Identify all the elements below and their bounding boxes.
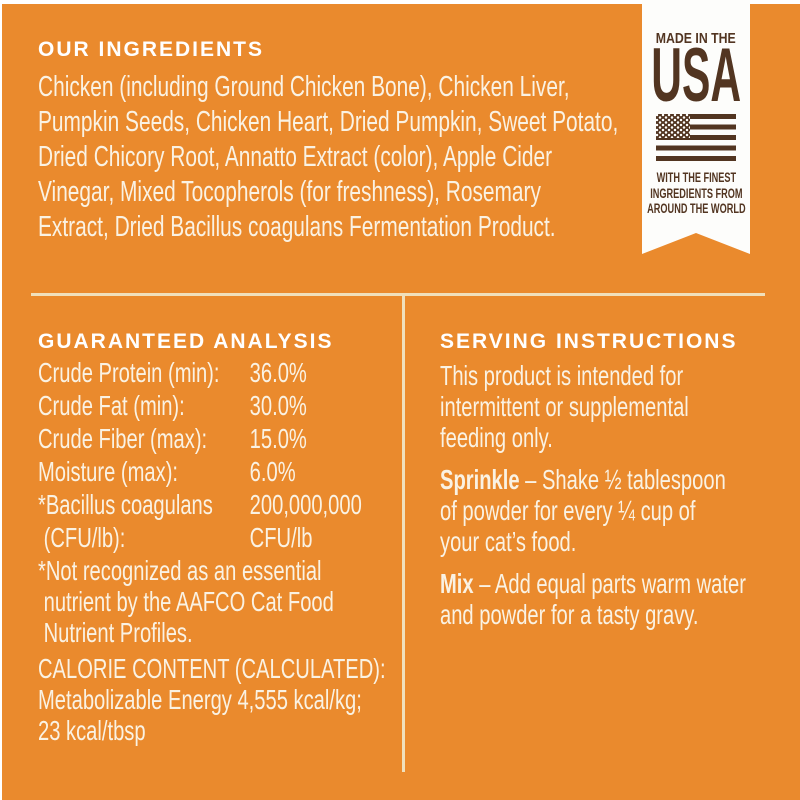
section-divider-vertical <box>402 296 405 772</box>
serving-intro: This product is intended for intermitten… <box>440 360 689 453</box>
guaranteed-analysis-heading: GUARANTEED ANALYSIS <box>38 330 334 353</box>
made-in-the-text: MADE IN THE <box>656 30 736 47</box>
ga-footnote: *Not recognized as an essential nutrient… <box>38 555 334 648</box>
ga-row-label: *Bacillus coagulans <box>38 489 213 520</box>
sprinkle-paragraph: Sprinkle – Shake ½ tablespoon of powder … <box>440 464 786 557</box>
section-divider-horizontal <box>31 293 765 296</box>
ga-row: Crude Protein (min): 36.0% <box>38 356 412 389</box>
mix-label: Mix <box>440 568 474 599</box>
ga-row-value: 30.0% <box>249 390 307 421</box>
ga-row-value: 15.0% <box>249 423 307 454</box>
mix-text: – Add equal parts warm water and powder … <box>440 568 746 630</box>
serving-heading: SERVING INSTRUCTIONS <box>440 330 738 353</box>
mix-paragraph: Mix – Add equal parts warm water and pow… <box>440 568 786 630</box>
ingredients-heading: OUR INGREDIENTS <box>38 38 265 61</box>
ingredients-text: Chicken (including Ground Chicken Bone),… <box>38 71 619 243</box>
ga-row-value: 200,000,000 <box>249 489 362 520</box>
usa-flag-icon <box>656 114 736 161</box>
usa-ribbon: MADE IN THE USA WITH THE FINEST INGREDIE… <box>642 0 750 254</box>
flag-canton <box>656 114 690 138</box>
sprinkle-text: – Shake ½ tablespoon of powder for every… <box>440 464 726 557</box>
ga-row-label: Crude Fat (min): <box>38 390 185 421</box>
guaranteed-analysis-section: Crude Protein (min): 36.0% Crude Fat (mi… <box>38 356 412 746</box>
ga-row: Moisture (max): 6.0% <box>38 455 412 488</box>
usa-text: USA <box>651 33 741 118</box>
ribbon-tagline: WITH THE FINEST INGREDIENTS FROM AROUND … <box>646 170 746 216</box>
serving-instructions-section: This product is intended for intermitten… <box>440 360 786 630</box>
ga-row-value: CFU/lb <box>249 522 313 553</box>
ga-row-label: Moisture (max): <box>38 456 179 487</box>
ga-row: Crude Fiber (max): 15.0% <box>38 422 412 455</box>
ga-row-value: 6.0% <box>249 456 296 487</box>
ga-row: *Bacillus coagulans 200,000,000 <box>38 488 412 521</box>
ga-row-value: 36.0% <box>249 357 307 388</box>
calorie-content: CALORIE CONTENT (CALCULATED): Metaboliza… <box>38 653 386 746</box>
ga-row-label: Crude Protein (min): <box>38 357 220 388</box>
ga-table: Crude Protein (min): 36.0% Crude Fat (mi… <box>38 356 412 554</box>
ga-row: (CFU/lb): CFU/lb <box>38 521 412 554</box>
ga-row: Crude Fat (min): 30.0% <box>38 389 412 422</box>
ga-row-label: Crude Fiber (max): <box>38 423 208 454</box>
sprinkle-label: Sprinkle <box>440 464 520 495</box>
ga-row-label: (CFU/lb): <box>38 522 126 553</box>
